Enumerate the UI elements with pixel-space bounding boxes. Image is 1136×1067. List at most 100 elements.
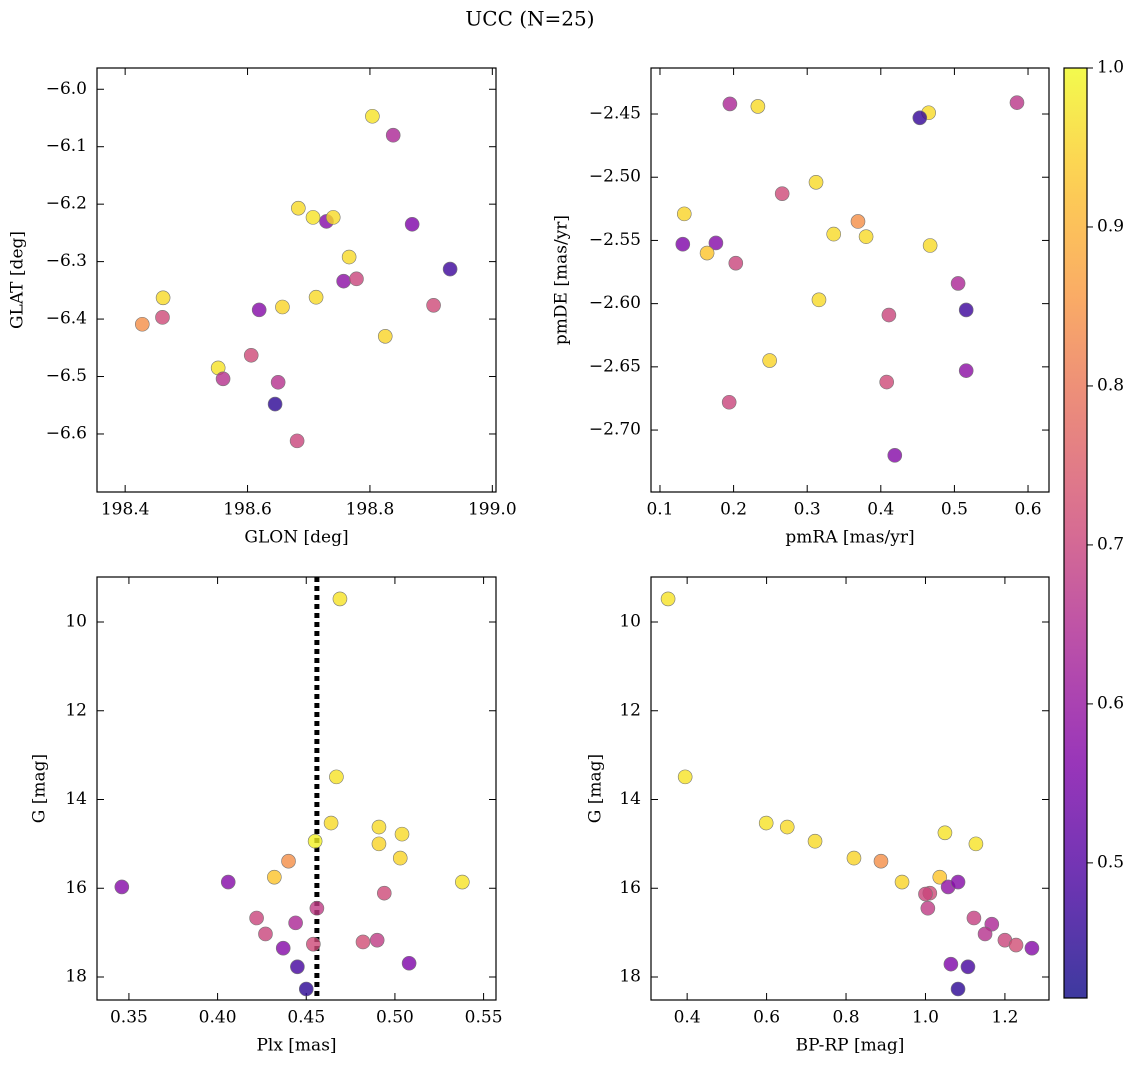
point	[808, 174, 824, 190]
point	[288, 915, 303, 931]
point	[114, 879, 130, 895]
x-axis-label: GLON [deg]	[244, 528, 348, 548]
y-tick-label: 14	[65, 789, 87, 809]
point	[275, 299, 290, 315]
plot-frame	[650, 576, 1050, 1001]
point	[281, 853, 296, 869]
plot-frame	[96, 576, 497, 1001]
x-axis-label: Plx [mas]	[256, 1036, 336, 1056]
point	[369, 932, 385, 948]
point	[332, 591, 348, 607]
point	[306, 936, 321, 952]
point	[267, 869, 282, 885]
point	[270, 374, 286, 390]
point	[336, 273, 351, 289]
point	[762, 353, 777, 368]
point	[377, 329, 393, 344]
point	[699, 245, 715, 261]
point	[1024, 940, 1040, 956]
point	[307, 833, 323, 849]
y-axis-label: pmDE [mas/yr]	[552, 215, 572, 345]
point	[329, 769, 344, 785]
point	[958, 363, 974, 378]
colorbar-tick-label: 0.5	[1097, 852, 1124, 872]
y-tick-label: −2.70	[589, 420, 641, 440]
y-tick-label: 18	[619, 967, 641, 987]
x-tick-label: 0.55	[465, 1008, 503, 1028]
x-axis-label: pmRA [mas/yr]	[785, 528, 914, 548]
point	[455, 874, 470, 890]
y-axis-label: G [mag]	[586, 754, 606, 823]
y-tick-label: −6.6	[46, 423, 87, 443]
point	[290, 959, 305, 975]
point	[977, 926, 993, 942]
point	[873, 853, 889, 869]
x-tick-label: 0.50	[376, 1008, 414, 1028]
colorbar-tick-label: 0.8	[1097, 375, 1124, 395]
point	[950, 981, 966, 997]
y-tick-label: −6.2	[46, 194, 87, 214]
colorbar-tick-label: 0.7	[1097, 534, 1124, 554]
x-tick-label: 198.8	[346, 500, 395, 520]
point	[155, 290, 171, 306]
point	[267, 396, 283, 412]
y-tick-label: 10	[619, 611, 641, 631]
y-tick-label: −6.5	[46, 366, 87, 386]
point	[811, 292, 827, 308]
colorbar-tick-label: 0.9	[1097, 216, 1124, 236]
point	[750, 99, 766, 114]
point	[887, 448, 903, 463]
y-tick-label: 12	[65, 700, 87, 720]
point	[721, 394, 737, 410]
point	[341, 249, 357, 265]
point	[758, 815, 774, 831]
point	[728, 255, 744, 271]
y-axis-label: GLAT [deg]	[8, 231, 28, 329]
point	[943, 956, 959, 972]
x-tick-label: 0.5	[941, 500, 968, 520]
point	[894, 874, 910, 890]
point	[1009, 95, 1025, 110]
point	[325, 210, 341, 225]
point	[950, 276, 966, 291]
point	[305, 210, 321, 225]
point	[349, 271, 364, 287]
y-tick-label: 12	[619, 700, 641, 720]
x-tick-label: 0.6	[753, 1008, 780, 1028]
y-tick-label: 16	[65, 878, 87, 898]
point	[376, 885, 392, 901]
y-tick-label: 16	[619, 878, 641, 898]
x-tick-label: 198.4	[101, 500, 150, 520]
point	[918, 886, 933, 902]
point	[826, 226, 841, 242]
y-tick-label: 10	[65, 611, 87, 631]
point	[966, 910, 982, 926]
colorbar-tick-label: 1.0	[1097, 58, 1124, 78]
point	[881, 307, 897, 323]
x-tick-label: 198.6	[223, 500, 272, 520]
point	[426, 297, 441, 313]
point	[850, 214, 866, 229]
x-tick-label: 0.3	[794, 500, 821, 520]
y-tick-label: 18	[65, 967, 87, 987]
point	[912, 110, 928, 126]
colorbar-tick-label: 0.6	[1097, 693, 1124, 713]
point	[291, 200, 306, 216]
x-tick-label: 0.4	[674, 1008, 701, 1028]
point	[371, 836, 387, 852]
y-tick-label: −2.50	[589, 167, 641, 187]
point	[779, 819, 795, 835]
point	[937, 825, 953, 841]
x-tick-label: 0.2	[720, 500, 747, 520]
colorbar	[1063, 67, 1088, 999]
point	[958, 302, 974, 318]
x-tick-label: 0.6	[1014, 500, 1041, 520]
point	[365, 108, 380, 124]
point	[722, 96, 738, 112]
y-tick-label: −6.1	[46, 136, 87, 156]
point	[677, 769, 693, 785]
x-tick-label: 0.4	[867, 500, 894, 520]
point	[1008, 937, 1024, 953]
point	[155, 310, 170, 325]
point	[675, 236, 691, 252]
